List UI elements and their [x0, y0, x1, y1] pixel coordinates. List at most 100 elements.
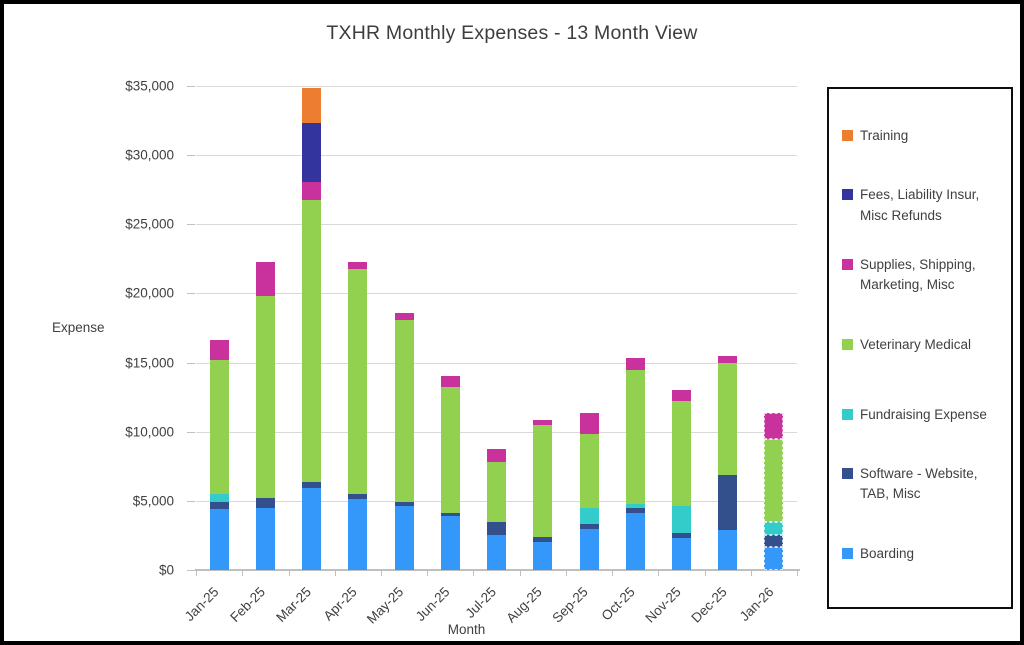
segment-software-website-tab-misc: [718, 474, 738, 530]
gridline: [196, 431, 797, 433]
x-axis-category-label: Jan-25: [181, 584, 222, 624]
segment-boarding: [394, 506, 414, 570]
y-axis-tick: [187, 86, 195, 87]
segment-supplies-shipping-marketing-misc: [579, 413, 599, 434]
legend-item-training: Training: [842, 101, 1003, 171]
x-axis-title: Month: [447, 622, 486, 637]
legend-label: Software - Website, TAB, Misc: [860, 466, 978, 502]
y-axis-tick: [187, 155, 195, 157]
segment-veterinary-medical: [348, 268, 368, 494]
legend-entry: Boarding: [842, 544, 914, 564]
y-axis-tick-label: $15,000: [125, 355, 174, 371]
legend-item-veterinary-medical: Veterinary Medical: [842, 310, 1003, 380]
segment-veterinary-medical: [209, 359, 229, 494]
segment-veterinary-medical: [255, 296, 275, 499]
segment-veterinary-medical: [579, 433, 599, 509]
legend-swatch-boarding-icon: [842, 548, 853, 560]
segment-boarding: [579, 529, 599, 570]
x-axis-tick: [612, 571, 614, 576]
segment-software-website-tab-misc: [440, 512, 460, 517]
y-axis-tick-label: $35,000: [125, 78, 174, 94]
x-axis-tick: [565, 571, 567, 576]
x-axis-category-label: Nov-25: [642, 584, 684, 626]
segment-fundraising-expense: [625, 503, 645, 509]
segment-veterinary-medical: [440, 387, 460, 513]
segment-boarding: [671, 537, 691, 570]
y-axis-tick: [187, 293, 195, 295]
x-axis-tick: [658, 571, 660, 576]
x-axis-category-label: Aug-25: [503, 584, 546, 626]
gridline: [196, 155, 797, 157]
x-axis-category-label: Dec-25: [688, 584, 731, 626]
bar-jan-26: [764, 86, 784, 570]
segment-veterinary-medical: [533, 424, 553, 537]
segment-veterinary-medical: [625, 369, 645, 504]
segment-software-website-tab-misc: [348, 493, 368, 500]
legend-item-software-website-tab-misc: Software - Website, TAB, Misc: [842, 450, 1003, 520]
x-axis-tick: [427, 571, 429, 576]
segment-supplies-shipping-marketing-misc: [302, 182, 322, 201]
legend-item-supplies-shipping-marketing-misc: Supplies, Shipping, Marketing, Misc: [842, 240, 1003, 310]
bar-jul-25: [487, 86, 506, 570]
legend-item-fundraising-expense: Fundraising Expense: [842, 380, 1003, 450]
bar-sep-25: [579, 86, 599, 570]
x-axis-tick: [288, 571, 290, 576]
bar-feb-25: [255, 86, 275, 570]
segment-veterinary-medical: [394, 319, 414, 503]
segment-software-website-tab-misc: [579, 523, 599, 530]
legend-label: Boarding: [860, 546, 915, 562]
segment-boarding: [209, 509, 229, 570]
legend-entry: Software - Website, TAB, Misc: [842, 464, 1003, 505]
x-axis-tick: [334, 571, 336, 576]
segment-boarding: [625, 513, 645, 570]
segment-boarding: [440, 516, 460, 570]
x-axis-tick: [519, 571, 521, 576]
segment-software-website-tab-misc: [255, 498, 275, 508]
y-axis-tick-label: $20,000: [125, 285, 174, 301]
segment-fundraising-expense: [671, 506, 691, 534]
segment-software-website-tab-misc: [302, 482, 322, 489]
y-axis-tick: [187, 362, 195, 364]
x-axis-category-label: May-25: [363, 584, 407, 627]
legend-label: Fundraising Expense: [860, 406, 987, 422]
y-axis-tick: [187, 570, 195, 571]
segment-supplies-shipping-marketing-misc: [348, 261, 368, 269]
segment-supplies-shipping-marketing-misc: [718, 356, 738, 364]
bar-dec-25: [718, 86, 738, 570]
legend-entry: Fundraising Expense: [842, 405, 987, 425]
segment-veterinary-medical: [671, 401, 691, 507]
segment-boarding: [718, 529, 738, 570]
legend-swatch-veterinary-medical-icon: [842, 338, 853, 350]
y-axis-title: Expense: [52, 320, 105, 335]
gridline: [196, 293, 797, 295]
x-axis-tick: [380, 571, 382, 576]
segment-software-website-tab-misc: [764, 535, 784, 547]
legend-swatch-fees-liability-insur-misc-refunds-icon: [842, 189, 853, 201]
segment-training: [302, 88, 322, 123]
legend-label: Veterinary Medical: [860, 336, 972, 352]
segment-supplies-shipping-marketing-misc: [671, 390, 691, 402]
bar-oct-25: [625, 86, 645, 570]
segment-boarding: [533, 541, 553, 570]
legend-swatch-supplies-shipping-marketing-misc-icon: [842, 259, 853, 271]
x-axis-tick: [704, 571, 706, 576]
y-axis-tick: [187, 224, 195, 226]
segment-software-website-tab-misc: [533, 536, 553, 542]
x-axis-tick: [196, 571, 197, 576]
legend-swatch-software-website-tab-misc-icon: [842, 468, 853, 480]
bar-aug-25: [533, 86, 553, 570]
legend-swatch-training-icon: [842, 129, 853, 141]
y-axis-tick: [187, 431, 195, 433]
segment-supplies-shipping-marketing-misc: [255, 261, 275, 297]
segment-veterinary-medical: [718, 363, 738, 475]
segment-boarding: [255, 507, 275, 570]
x-axis-category-label: Jul-25: [462, 584, 499, 621]
x-axis-category-label: Sep-25: [549, 584, 592, 626]
legend-label: Training: [860, 127, 909, 143]
y-axis-tick-label: $0: [158, 562, 174, 578]
segment-boarding: [764, 546, 784, 570]
segment-supplies-shipping-marketing-misc: [487, 449, 506, 463]
bar-nov-25: [671, 86, 691, 570]
gridline: [196, 362, 797, 364]
y-axis-tick-label: $30,000: [125, 147, 174, 163]
